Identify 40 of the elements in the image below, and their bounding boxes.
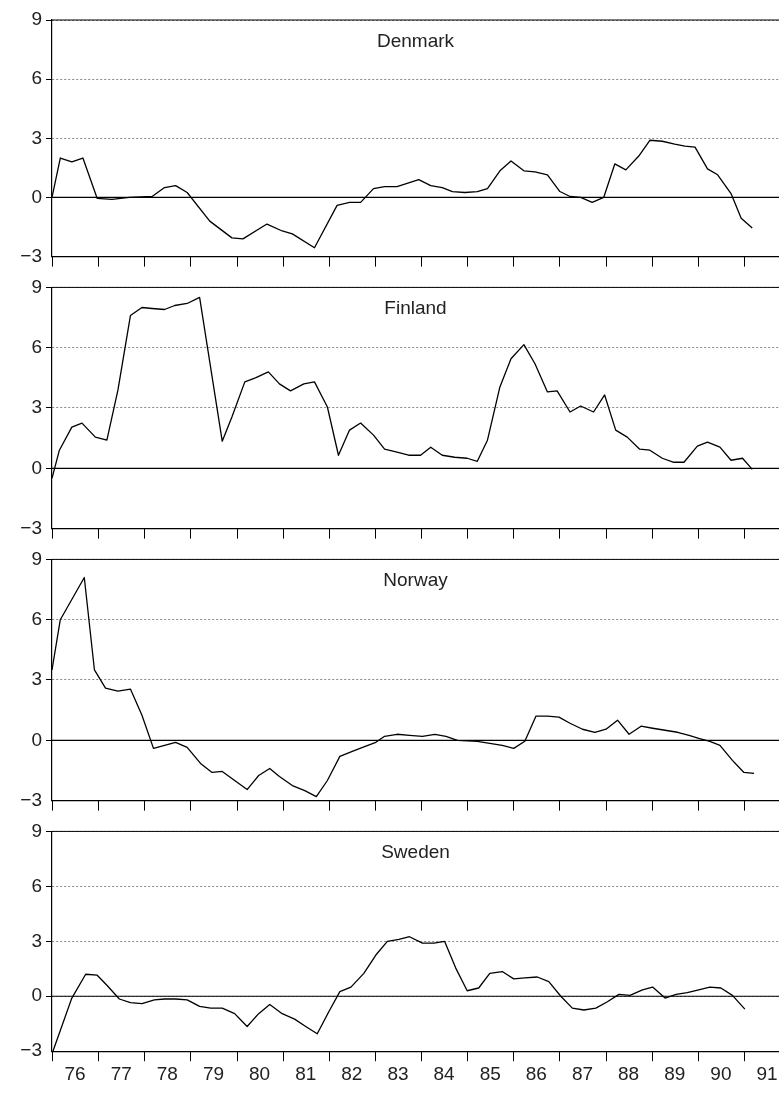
x-tick-label: 85	[479, 1062, 501, 1084]
x-tick-label: 79	[202, 1062, 225, 1084]
x-tick-label: 89	[664, 1062, 686, 1084]
x-tick-label: 76	[64, 1062, 86, 1084]
text: Norway	[383, 569, 449, 591]
y-tick-label: 6	[31, 335, 42, 357]
x-tick-label: 81	[295, 1062, 317, 1084]
y-tick-label: −3	[20, 1039, 42, 1061]
y-tick-label: 6	[31, 874, 42, 896]
y-tick-label: −3	[20, 516, 42, 538]
x-tick-label: 80	[249, 1062, 271, 1084]
x-tick-label: 84	[433, 1062, 456, 1084]
y-tick-label: 3	[31, 929, 42, 951]
y-tick-label: 3	[31, 396, 42, 418]
y-tick-label: 9	[31, 275, 42, 297]
x-tick-label: 90	[710, 1062, 732, 1084]
x-tick-label: 91	[756, 1062, 778, 1084]
y-tick-label: 6	[31, 607, 42, 629]
y-tick-label: −3	[20, 244, 42, 266]
text: Finland	[384, 297, 447, 319]
y-tick-label: 6	[31, 67, 42, 89]
y-tick-label: 3	[31, 668, 42, 690]
y-tick-label: 0	[31, 728, 42, 750]
y-tick-label: 0	[31, 185, 42, 207]
y-tick-label: 9	[31, 819, 42, 841]
x-tick-label: 82	[341, 1062, 363, 1084]
y-tick-label: −3	[20, 788, 42, 810]
x-tick-label: 88	[618, 1062, 640, 1084]
text: Sweden	[381, 841, 450, 863]
y-tick-label: 0	[31, 456, 42, 478]
x-tick-label: 86	[525, 1062, 547, 1084]
x-tick-label: 87	[571, 1062, 594, 1084]
x-tick-label: 78	[156, 1062, 178, 1084]
y-tick-label: 0	[31, 984, 42, 1006]
y-tick-label: 9	[31, 547, 42, 569]
y-tick-label: 9	[31, 8, 42, 30]
text: Denmark	[376, 29, 455, 51]
x-tick-label: 83	[387, 1062, 409, 1084]
x-tick-label: 77	[110, 1062, 132, 1084]
y-tick-label: 3	[31, 126, 42, 148]
